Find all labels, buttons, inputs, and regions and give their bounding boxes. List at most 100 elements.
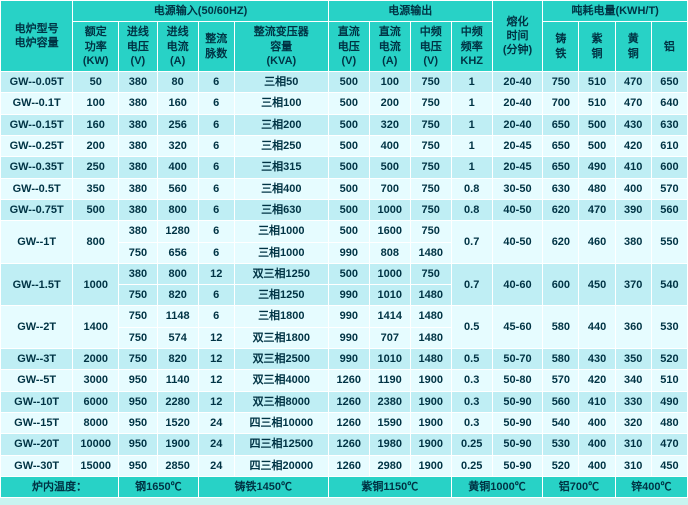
cell-dv: 1260 [328, 434, 369, 455]
cell-tr: 三相1000 [234, 221, 328, 242]
cell-br: 410 [615, 157, 651, 178]
cell-dv: 500 [328, 221, 369, 242]
cell-da: 1000 [369, 263, 410, 284]
cell-iv: 750 [119, 285, 158, 306]
cell-pl: 24 [198, 412, 234, 433]
cell-mf: 0.25 [451, 434, 492, 455]
cell-cu: 440 [579, 306, 615, 349]
cell-iv: 750 [119, 327, 158, 348]
cell-br: 330 [615, 391, 651, 412]
cell-br: 320 [615, 412, 651, 433]
cell-power: 160 [73, 114, 119, 135]
cell-mv: 1480 [410, 242, 451, 263]
cell-pl: 6 [198, 306, 234, 327]
cell-power: 800 [73, 221, 119, 264]
cell-da: 1980 [369, 434, 410, 455]
cell-mv: 1900 [410, 434, 451, 455]
cell-al: 520 [651, 349, 687, 370]
cell-power: 350 [73, 178, 119, 199]
cell-iv: 380 [119, 157, 158, 178]
cell-pl: 12 [198, 349, 234, 370]
cell-iv: 950 [119, 434, 158, 455]
cell-t: 40-50 [492, 199, 543, 220]
cell-dv: 500 [328, 93, 369, 114]
table-row: GW--1.5T100038080012双三相125050010007500.7… [1, 263, 688, 284]
cell-mv: 750 [410, 114, 451, 135]
hdr-group-input: 电源输入(50/60HZ) [73, 1, 329, 22]
table-header: 电炉型号电炉容量 电源输入(50/60HZ) 电源输出 熔化时间(分钟) 吨耗电… [1, 1, 688, 72]
cell-pl: 6 [198, 157, 234, 178]
cell-cu: 500 [579, 114, 615, 135]
cell-al: 480 [651, 412, 687, 433]
cell-model: GW--1T [1, 221, 73, 264]
cell-mv: 750 [410, 136, 451, 157]
cell-t: 20-40 [492, 93, 543, 114]
cell-ia: 1900 [157, 434, 198, 455]
cell-iv: 380 [119, 178, 158, 199]
cell-model: GW--15T [1, 412, 73, 433]
cell-model: GW--2T [1, 306, 73, 349]
cell-tr: 三相50 [234, 72, 328, 93]
cell-tr: 三相200 [234, 114, 328, 135]
cell-model: GW--10T [1, 391, 73, 412]
cell-iv: 380 [119, 263, 158, 284]
cell-iv: 380 [119, 114, 158, 135]
cell-fe: 580 [543, 349, 579, 370]
cell-dv: 990 [328, 349, 369, 370]
hdr-model-l2: 电炉容量 [15, 37, 59, 49]
cell-mv: 1900 [410, 412, 451, 433]
cell-pl: 6 [198, 221, 234, 242]
cell-t: 40-50 [492, 221, 543, 264]
cell-ia: 160 [157, 93, 198, 114]
cell-tr: 三相1000 [234, 242, 328, 263]
cell-da: 1010 [369, 285, 410, 306]
cell-ia: 574 [157, 327, 198, 348]
cell-iv: 380 [119, 221, 158, 242]
cell-fe: 520 [543, 455, 579, 476]
cell-t: 50-70 [492, 349, 543, 370]
cell-power: 10000 [73, 434, 119, 455]
cell-dv: 1260 [328, 370, 369, 391]
cell-da: 1590 [369, 412, 410, 433]
cell-fe: 580 [543, 306, 579, 349]
cell-dv: 500 [328, 263, 369, 284]
table-row: GW--0.75T5003808006三相63050010007500.840-… [1, 199, 688, 220]
cell-pl: 6 [198, 114, 234, 135]
table-row: GW--0.5T3503805606三相4005007007500.830-50… [1, 178, 688, 199]
cell-pl: 6 [198, 199, 234, 220]
cell-ia: 656 [157, 242, 198, 263]
cell-dv: 990 [328, 327, 369, 348]
cell-model: GW--0.75T [1, 199, 73, 220]
table-row: GW--15T8000950152024四三相10000126015901900… [1, 412, 688, 433]
cell-mf: 0.8 [451, 178, 492, 199]
cell-ia: 80 [157, 72, 198, 93]
cell-ia: 1280 [157, 221, 198, 242]
table-row: GW--5T3000950114012双三相40001260119019000.… [1, 370, 688, 391]
cell-tr: 四三相10000 [234, 412, 328, 433]
cell-dv: 500 [328, 136, 369, 157]
cell-al: 530 [651, 306, 687, 349]
table-row: GW--10T6000950228012双三相80001260238019000… [1, 391, 688, 412]
cell-da: 200 [369, 93, 410, 114]
cell-cu: 500 [579, 136, 615, 157]
cell-mf: 0.3 [451, 370, 492, 391]
cell-model: GW--1.5T [1, 263, 73, 306]
cell-dv: 1260 [328, 455, 369, 476]
cell-mf: 1 [451, 93, 492, 114]
cell-al: 510 [651, 370, 687, 391]
cell-mv: 1900 [410, 391, 451, 412]
cell-model: GW--30T [1, 455, 73, 476]
cell-mf: 0.3 [451, 391, 492, 412]
cell-power: 6000 [73, 391, 119, 412]
hdr-group-energy: 吨耗电量(KWH/T) [543, 1, 688, 22]
cell-t: 45-60 [492, 306, 543, 349]
table-row: GW--3T200075082012双三相2500990101014800.55… [1, 349, 688, 370]
hdr-model-l1: 电炉型号 [15, 23, 59, 35]
cell-pl: 6 [198, 178, 234, 199]
cell-pl: 12 [198, 370, 234, 391]
cell-br: 350 [615, 349, 651, 370]
cell-iv: 750 [119, 242, 158, 263]
table-row: GW--0.35T2503804006三相315500500750120-456… [1, 157, 688, 178]
cell-fe: 540 [543, 412, 579, 433]
table-row: GW--2T140075011486三相1800990141414800.545… [1, 306, 688, 327]
